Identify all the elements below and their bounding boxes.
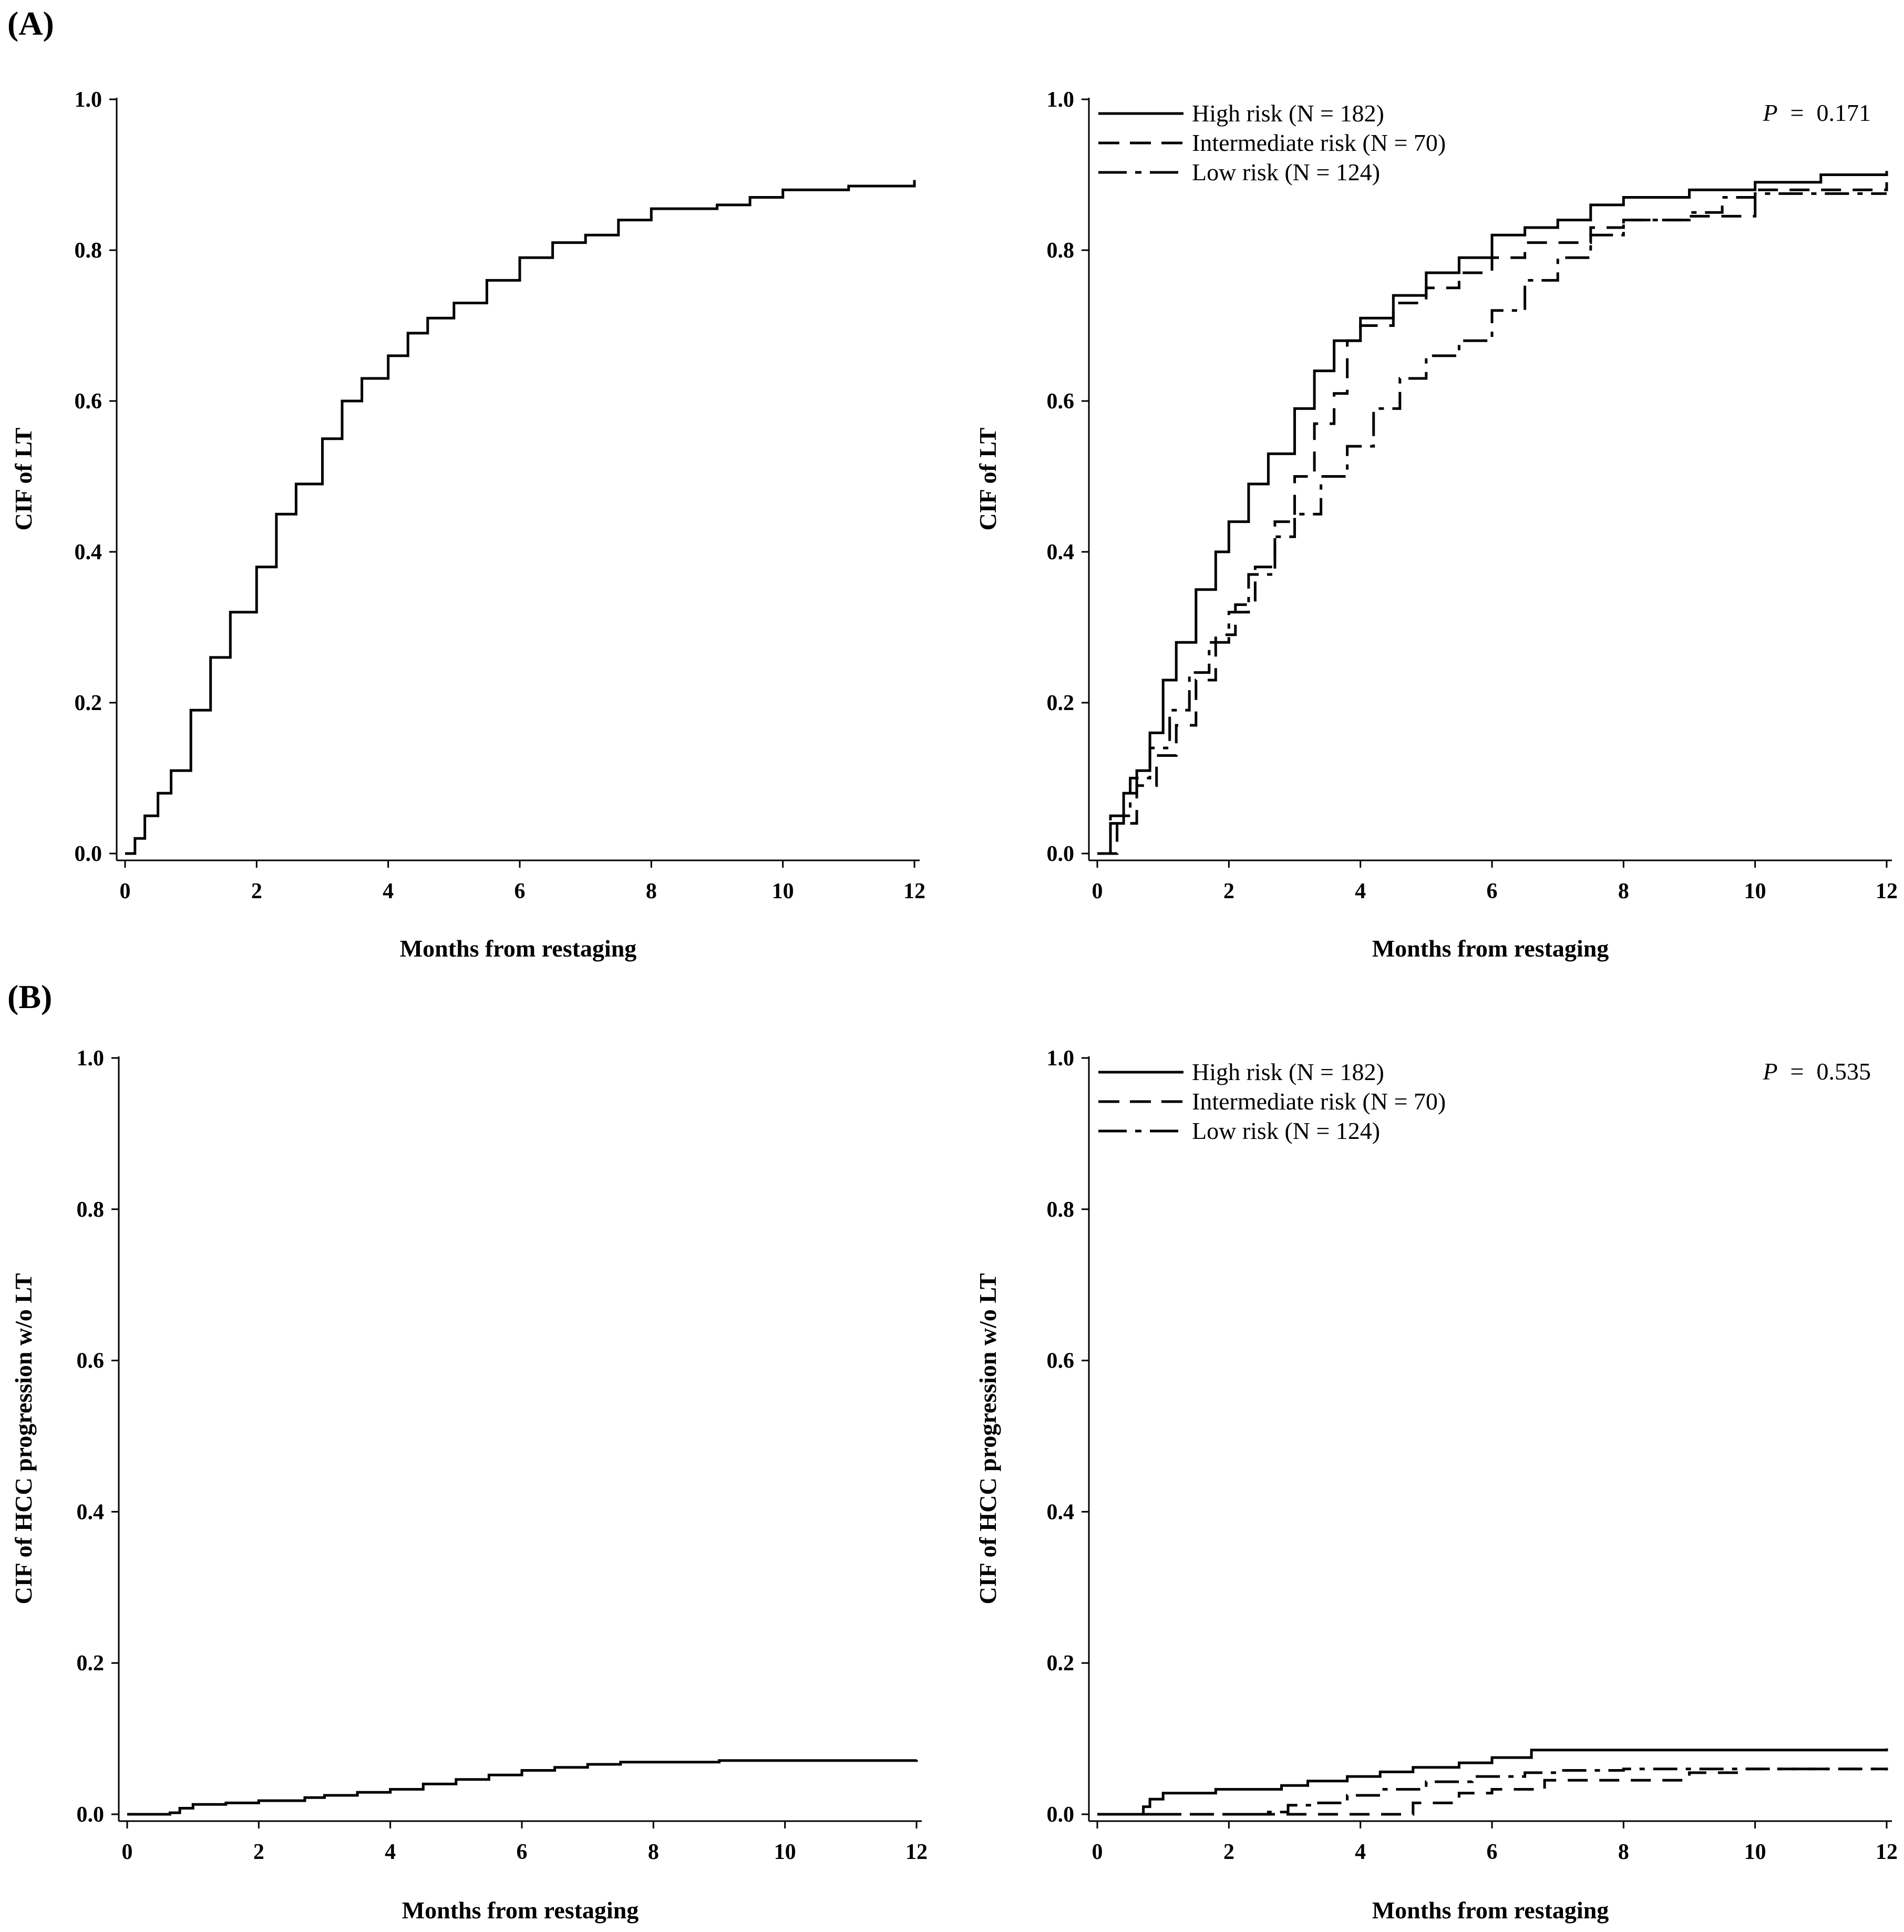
y-tick-label: 0.4	[1047, 1500, 1075, 1524]
x-axis-title: Months from restaging	[1372, 935, 1609, 962]
plot-a-risk-groups-cif-lt: 0.0 0.2 0.4 0.6 0.8 1.0 0 2 4 6 8 10 12 Months from r…	[974, 88, 1898, 962]
x-tick-label: 12	[1876, 879, 1898, 903]
p-value-number: 0.171	[1817, 99, 1871, 126]
x-tick-label: 0	[1092, 879, 1103, 903]
p-value-text: P = 0.535	[1762, 1058, 1871, 1085]
series-line-dashed	[1097, 1767, 1887, 1816]
x-tick-label: 8	[1618, 879, 1629, 903]
x-tick-label: 4	[1355, 879, 1366, 903]
x-tick-label: 6	[517, 1840, 528, 1864]
y-axis-title: CIF of LT	[10, 428, 37, 531]
y-tick-label: 0.4	[1047, 540, 1075, 564]
y-tick-label: 0.4	[77, 1500, 105, 1524]
plot-a-overall-cif-lt: 0.0 0.2 0.4 0.6 0.8 1.0 0 2 4 6 8 10 12 Months from r…	[10, 88, 925, 962]
y-tick-label: 0.0	[75, 842, 102, 866]
x-tick-label: 4	[1355, 1840, 1366, 1864]
legend-label: Low risk (N = 124)	[1192, 159, 1380, 186]
y-tick-label: 0.8	[1047, 1198, 1075, 1222]
x-tick-label: 10	[772, 879, 794, 903]
series-line-dashdot	[1097, 192, 1887, 855]
p-value-eq: =	[1790, 1058, 1804, 1085]
legend-label: High risk (N = 182)	[1192, 1059, 1384, 1085]
y-tick-label: 0.8	[1047, 239, 1075, 263]
series-line-solid	[125, 180, 916, 855]
y-tick-label: 0.6	[75, 389, 102, 414]
x-tick-label: 2	[253, 1840, 264, 1864]
panel-label-a: (A)	[7, 5, 54, 42]
y-axis-title: CIF of HCC progression w/o LT	[10, 1273, 37, 1604]
x-tick-label: 12	[905, 1840, 928, 1864]
x-tick-label: 12	[903, 879, 925, 903]
series-line-solid	[1097, 1748, 1888, 1816]
y-tick-label: 0.0	[1047, 1803, 1075, 1827]
x-axis-title: Months from restaging	[402, 1897, 639, 1924]
x-tick-label: 6	[1487, 879, 1498, 903]
x-tick-label: 4	[385, 1840, 396, 1864]
y-tick-label: 1.0	[1047, 1046, 1075, 1071]
y-tick-label: 0.2	[75, 691, 102, 715]
series-line-dashed	[1097, 182, 1888, 855]
x-tick-label: 10	[1744, 1840, 1766, 1864]
x-tick-label: 6	[514, 879, 526, 903]
y-tick-label: 0.0	[1047, 842, 1075, 866]
series-line-solid	[127, 1759, 918, 1816]
p-value-eq: =	[1790, 99, 1804, 126]
x-tick-label: 0	[122, 1840, 133, 1864]
x-tick-label: 2	[251, 879, 262, 903]
x-tick-label: 10	[774, 1840, 796, 1864]
x-tick-label: 6	[1487, 1840, 1498, 1864]
plot-b-risk-groups-cif-progression: 0.0 0.2 0.4 0.6 0.8 1.0 0 2 4 6 8 10 12 Months from r…	[974, 1046, 1898, 1924]
x-tick-label: 2	[1223, 1840, 1234, 1864]
legend-label: Intermediate risk (N = 70)	[1192, 1088, 1446, 1115]
panel-label-b: (B)	[7, 978, 52, 1015]
series-line-solid	[1097, 171, 1888, 855]
p-value-label: P	[1762, 99, 1777, 126]
p-value-text: P = 0.171	[1762, 99, 1871, 126]
x-tick-label: 8	[646, 879, 657, 903]
x-axis-title: Months from restaging	[1372, 1897, 1609, 1924]
x-tick-label: 4	[383, 879, 394, 903]
y-axis-title: CIF of LT	[974, 428, 1001, 531]
x-tick-label: 8	[1618, 1840, 1629, 1864]
y-tick-label: 1.0	[75, 88, 102, 112]
x-tick-label: 10	[1744, 879, 1766, 903]
plot-b-overall-cif-progression: 0.0 0.2 0.4 0.6 0.8 1.0 0 2 4 6 8 10 12 Months from r…	[10, 1046, 928, 1924]
x-tick-label: 0	[1092, 1840, 1103, 1864]
x-axis-title: Months from restaging	[400, 935, 637, 962]
y-axis-title: CIF of HCC progression w/o LT	[974, 1273, 1001, 1604]
y-tick-label: 0.8	[75, 239, 102, 263]
x-tick-label: 0	[120, 879, 131, 903]
y-tick-label: 0.6	[77, 1349, 105, 1373]
y-tick-label: 0.6	[1047, 1349, 1075, 1373]
series-line-dashdot	[1097, 1767, 1888, 1816]
y-tick-label: 0.8	[77, 1198, 105, 1222]
y-tick-label: 1.0	[77, 1046, 105, 1071]
y-tick-label: 0.2	[1047, 1651, 1075, 1676]
x-tick-label: 2	[1223, 879, 1234, 903]
legend-label: Low risk (N = 124)	[1192, 1117, 1380, 1144]
legend-label: Intermediate risk (N = 70)	[1192, 129, 1446, 156]
y-tick-label: 0.0	[77, 1803, 105, 1827]
p-value-label: P	[1762, 1058, 1777, 1085]
y-tick-label: 1.0	[1047, 88, 1075, 112]
y-tick-label: 0.6	[1047, 389, 1075, 414]
x-tick-label: 12	[1876, 1840, 1898, 1864]
x-tick-label: 8	[648, 1840, 659, 1864]
p-value-number: 0.535	[1817, 1058, 1871, 1085]
y-tick-label: 0.2	[1047, 691, 1075, 715]
y-tick-label: 0.2	[77, 1651, 105, 1676]
y-tick-label: 0.4	[75, 540, 102, 564]
legend-label: High risk (N = 182)	[1192, 100, 1384, 127]
